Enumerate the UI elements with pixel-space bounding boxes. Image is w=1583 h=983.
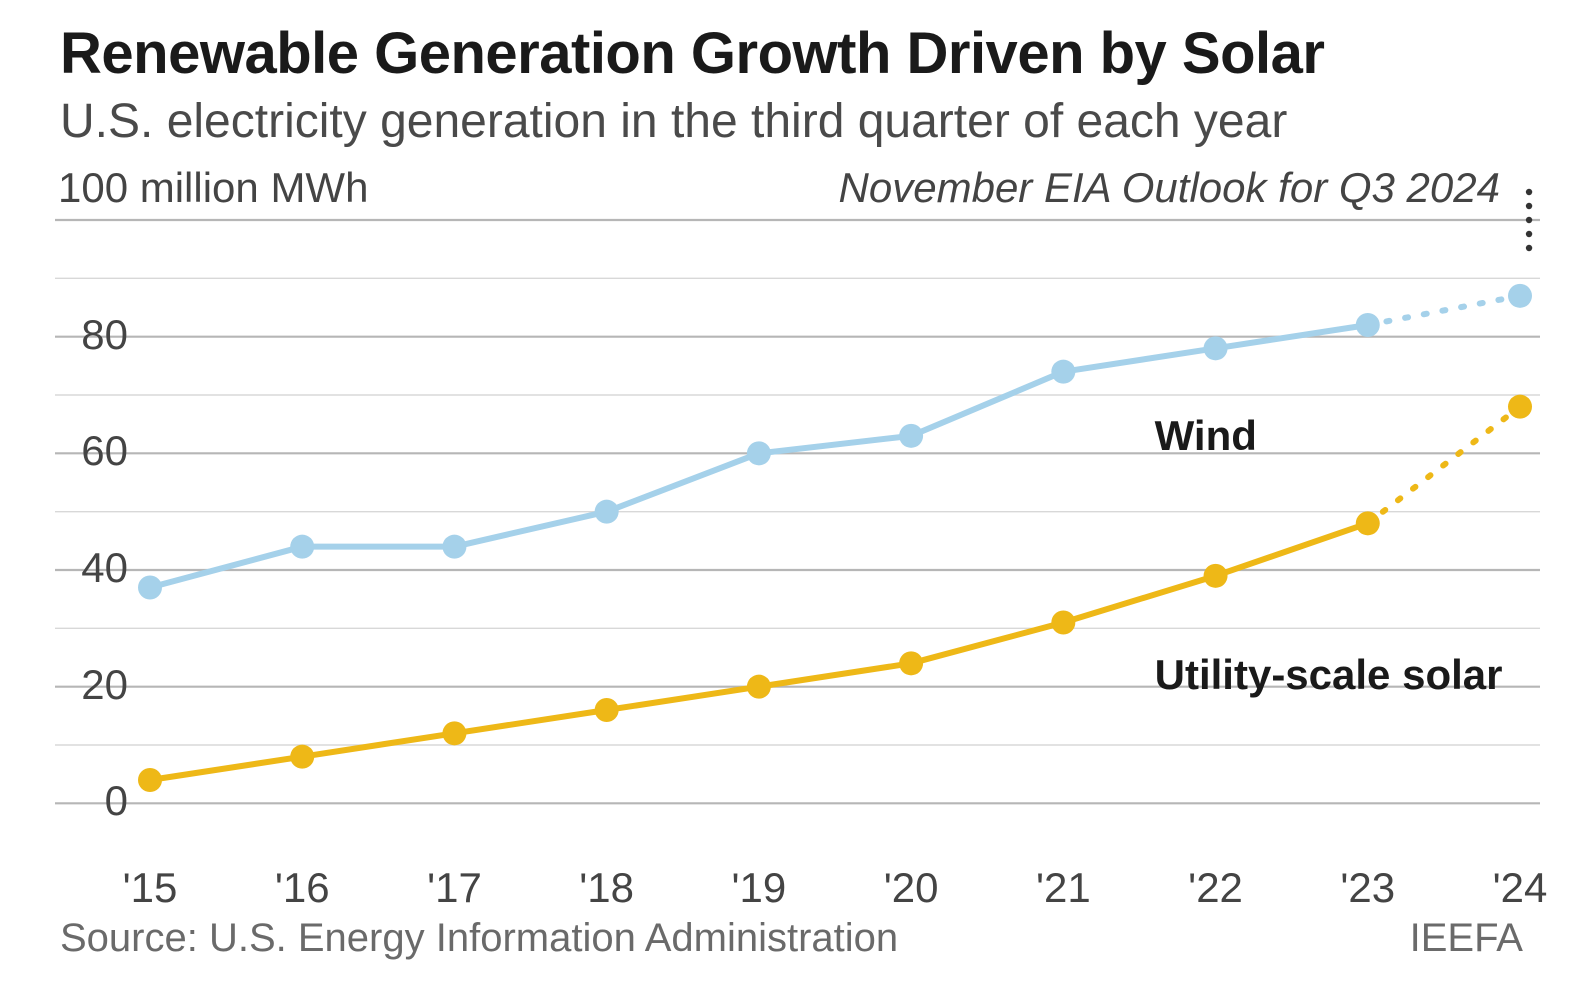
series-label-wind: Wind [1155, 412, 1257, 460]
x-tick-15: '15 [123, 864, 178, 912]
source-text: Source: U.S. Energy Information Administ… [60, 916, 898, 961]
chart-svg [0, 0, 1583, 983]
x-tick-20: '20 [884, 864, 939, 912]
attribution-text: IEEFA [1410, 916, 1523, 961]
x-tick-18: '18 [579, 864, 634, 912]
forecast-note: November EIA Outlook for Q3 2024 [839, 164, 1500, 212]
x-tick-22: '22 [1188, 864, 1243, 912]
y-tick-0: 0 [58, 777, 128, 825]
x-tick-16: '16 [275, 864, 330, 912]
y-tick-80: 80 [58, 311, 128, 359]
x-tick-23: '23 [1340, 864, 1395, 912]
x-tick-24: '24 [1493, 864, 1548, 912]
x-tick-17: '17 [427, 864, 482, 912]
x-tick-19: '19 [732, 864, 787, 912]
x-tick-21: '21 [1036, 864, 1091, 912]
series-label-solar: Utility-scale solar [1155, 651, 1503, 699]
y-tick-40: 40 [58, 544, 128, 592]
y-tick-60: 60 [58, 427, 128, 475]
y-tick-20: 20 [58, 661, 128, 709]
chart-container: Renewable Generation Growth Driven by So… [0, 0, 1583, 983]
y-axis-unit: 100 million MWh [58, 164, 368, 212]
